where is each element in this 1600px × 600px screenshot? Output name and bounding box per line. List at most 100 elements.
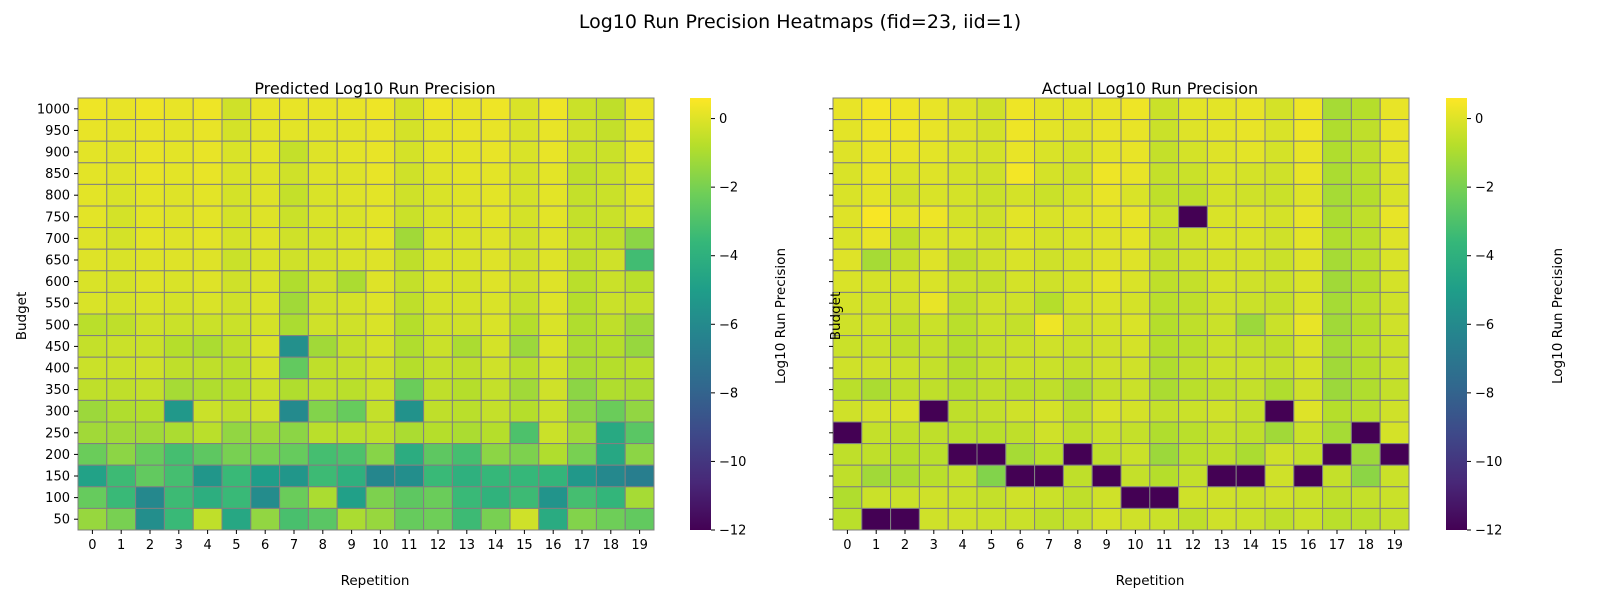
heatmap-cell	[1235, 421, 1266, 445]
heatmap-cell	[595, 291, 626, 315]
heatmap-cell	[163, 464, 194, 488]
heatmap-cell	[163, 399, 194, 423]
heatmap-cell	[1005, 313, 1036, 337]
heatmap-cell	[624, 97, 655, 121]
heatmap-cell	[250, 205, 281, 229]
heatmap-cell	[624, 507, 655, 531]
heatmap-cell	[279, 399, 309, 423]
heatmap-cell	[307, 291, 338, 315]
heatmap-cell	[336, 270, 367, 293]
y-tick-label: 700	[45, 232, 70, 247]
heatmap-cell	[394, 507, 425, 531]
heatmap-cell	[480, 421, 511, 445]
heatmap-cell	[1293, 421, 1324, 445]
heatmap-cell	[832, 162, 863, 185]
heatmap-cell	[480, 97, 511, 121]
heatmap-cell	[1149, 97, 1180, 121]
heatmap-cell	[1091, 356, 1122, 380]
heatmap-cell	[890, 421, 920, 445]
heatmap-cell	[250, 378, 281, 401]
left-colorbar: 0 −2 −4 −6 −8 −10 −12	[690, 98, 746, 539]
heatmap-cell	[947, 443, 978, 466]
heatmap-cell	[279, 140, 309, 164]
heatmap-cell	[976, 227, 1007, 250]
heatmap-cell	[106, 205, 137, 229]
heatmap-cell	[307, 97, 338, 121]
heatmap-cell	[890, 270, 920, 293]
heatmap-cell	[1120, 313, 1151, 337]
y-tick-label: 900	[45, 146, 70, 161]
heatmap-cell	[250, 248, 281, 272]
heatmap-cell	[538, 183, 569, 207]
heatmap-cell	[307, 399, 338, 423]
heatmap-cell	[918, 399, 949, 423]
heatmap-cell	[307, 270, 338, 293]
heatmap-cell	[1206, 227, 1237, 250]
heatmap-cell	[163, 507, 194, 531]
heatmap-cell	[918, 507, 949, 531]
heatmap-cell	[890, 313, 920, 337]
heatmap-cell	[1178, 205, 1208, 229]
heatmap-cell	[1293, 227, 1324, 250]
heatmap-cell	[1235, 486, 1266, 509]
heatmap-cell	[1206, 291, 1237, 315]
heatmap-cell	[595, 486, 626, 509]
x-tick-label: 9	[1102, 538, 1110, 553]
heatmap-cell	[1264, 183, 1295, 207]
heatmap-cell	[480, 270, 511, 293]
heatmap-cell	[1062, 119, 1093, 142]
heatmap-cell	[1379, 443, 1410, 466]
heatmap-cell	[423, 507, 453, 531]
heatmap-cell	[250, 335, 281, 358]
heatmap-cell	[509, 335, 540, 358]
heatmap-cell	[509, 119, 540, 142]
heatmap-cell	[423, 248, 453, 272]
colorbar-tick-label: −2	[1475, 181, 1494, 196]
heatmap-cell	[947, 335, 978, 358]
heatmap-cell	[192, 486, 223, 509]
heatmap-cell	[1034, 140, 1064, 164]
heatmap-cell	[106, 183, 137, 207]
heatmap-cell	[1322, 162, 1352, 185]
heatmap-cell	[106, 356, 137, 380]
heatmap-cell	[1235, 119, 1266, 142]
heatmap-cell	[1091, 162, 1122, 185]
heatmap-cell	[1264, 486, 1295, 509]
heatmap-cell	[1034, 356, 1064, 380]
heatmap-cell	[1206, 356, 1237, 380]
heatmap-cell	[1206, 97, 1237, 121]
heatmap-cell	[595, 378, 626, 401]
heatmap-cell	[1322, 97, 1352, 121]
heatmap-cell	[918, 162, 949, 185]
heatmap-cell	[192, 421, 223, 445]
heatmap-cell	[1264, 205, 1295, 229]
heatmap-cell	[1034, 507, 1064, 531]
heatmap-cell	[918, 205, 949, 229]
heatmap-cell	[1034, 291, 1064, 315]
heatmap-cell	[1034, 486, 1064, 509]
heatmap-cell	[1091, 378, 1122, 401]
heatmap-cell	[1062, 162, 1093, 185]
heatmap-cell	[1120, 97, 1151, 121]
heatmap-cell	[250, 97, 281, 121]
heatmap-cell	[423, 443, 453, 466]
heatmap-cell	[1293, 162, 1324, 185]
heatmap-cell	[918, 97, 949, 121]
heatmap-cell	[77, 356, 108, 380]
heatmap-cell	[509, 183, 540, 207]
heatmap-cell	[976, 313, 1007, 337]
y-tick-label: 750	[45, 210, 70, 225]
heatmap-cell	[1034, 162, 1064, 185]
heatmap-cell	[1293, 183, 1324, 207]
heatmap-cell	[451, 291, 482, 315]
heatmap-cell	[918, 378, 949, 401]
heatmap-cell	[1005, 378, 1036, 401]
heatmap-cell	[77, 399, 108, 423]
heatmap-cell	[480, 443, 511, 466]
heatmap-cell	[624, 183, 655, 207]
heatmap-cell	[106, 421, 137, 445]
y-tick-label: 300	[45, 405, 70, 420]
heatmap-cell	[480, 399, 511, 423]
heatmap-cell	[1206, 183, 1237, 207]
heatmap-cell	[1350, 486, 1381, 509]
